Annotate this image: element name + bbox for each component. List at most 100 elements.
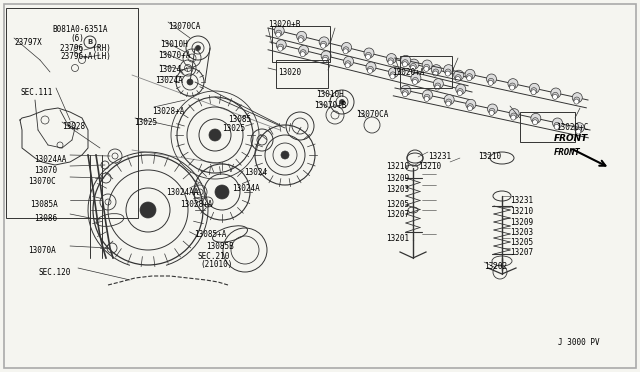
Circle shape bbox=[508, 78, 518, 89]
Circle shape bbox=[321, 41, 326, 47]
Text: 13202: 13202 bbox=[484, 262, 507, 271]
Circle shape bbox=[339, 99, 344, 105]
Circle shape bbox=[410, 64, 416, 70]
Circle shape bbox=[433, 71, 438, 76]
Circle shape bbox=[435, 83, 441, 89]
Circle shape bbox=[552, 118, 563, 128]
Text: 13010H: 13010H bbox=[316, 90, 344, 99]
Circle shape bbox=[344, 57, 353, 67]
Circle shape bbox=[467, 76, 472, 81]
Circle shape bbox=[422, 60, 432, 70]
Circle shape bbox=[345, 63, 350, 68]
Circle shape bbox=[466, 99, 476, 109]
Text: 13024AA: 13024AA bbox=[166, 188, 198, 197]
Circle shape bbox=[424, 94, 430, 100]
Circle shape bbox=[529, 83, 540, 93]
Circle shape bbox=[433, 78, 444, 89]
Bar bbox=[400, 56, 452, 88]
Circle shape bbox=[276, 40, 286, 50]
Text: 13231: 13231 bbox=[510, 196, 533, 205]
Text: 23796  (RH): 23796 (RH) bbox=[60, 44, 111, 53]
Circle shape bbox=[531, 113, 541, 124]
Circle shape bbox=[323, 55, 328, 61]
Text: 13070CA: 13070CA bbox=[356, 110, 388, 119]
Circle shape bbox=[489, 110, 494, 115]
Text: 13070+A: 13070+A bbox=[158, 51, 190, 60]
Circle shape bbox=[576, 129, 581, 134]
Text: 13070+B: 13070+B bbox=[314, 101, 346, 110]
Circle shape bbox=[532, 118, 538, 124]
Circle shape bbox=[402, 60, 408, 66]
Text: 13024A: 13024A bbox=[232, 184, 260, 193]
Text: FRONT: FRONT bbox=[554, 148, 581, 157]
Text: 13209: 13209 bbox=[386, 174, 409, 183]
Text: 13085B: 13085B bbox=[206, 242, 234, 251]
Circle shape bbox=[411, 73, 421, 83]
Text: B: B bbox=[88, 39, 93, 45]
Bar bbox=[276, 60, 328, 88]
Circle shape bbox=[278, 44, 284, 50]
Circle shape bbox=[552, 94, 557, 99]
Text: J 3000 PV: J 3000 PV bbox=[558, 338, 600, 347]
Circle shape bbox=[366, 62, 376, 72]
Circle shape bbox=[467, 74, 472, 80]
Circle shape bbox=[531, 88, 537, 94]
Circle shape bbox=[465, 69, 475, 79]
Circle shape bbox=[209, 129, 221, 141]
Circle shape bbox=[388, 68, 399, 77]
Circle shape bbox=[412, 80, 417, 84]
Circle shape bbox=[572, 93, 582, 103]
Circle shape bbox=[343, 49, 348, 54]
Circle shape bbox=[444, 94, 454, 105]
Circle shape bbox=[431, 65, 442, 75]
Bar bbox=[272, 26, 330, 62]
Circle shape bbox=[297, 31, 307, 41]
Circle shape bbox=[454, 70, 464, 80]
Circle shape bbox=[321, 51, 331, 61]
Circle shape bbox=[390, 72, 396, 78]
Circle shape bbox=[486, 74, 497, 84]
Circle shape bbox=[458, 91, 462, 96]
Text: 13020+B: 13020+B bbox=[268, 20, 300, 29]
Circle shape bbox=[554, 124, 559, 129]
Circle shape bbox=[422, 90, 433, 100]
Circle shape bbox=[552, 92, 558, 98]
Text: 13020+A: 13020+A bbox=[392, 68, 424, 77]
Circle shape bbox=[195, 45, 200, 51]
Circle shape bbox=[574, 123, 584, 133]
Circle shape bbox=[276, 30, 282, 36]
Circle shape bbox=[444, 65, 454, 75]
Circle shape bbox=[401, 85, 411, 95]
Circle shape bbox=[424, 96, 429, 102]
Text: 23797X: 23797X bbox=[14, 38, 42, 47]
Text: 13086: 13086 bbox=[34, 214, 57, 223]
Circle shape bbox=[509, 109, 519, 119]
Text: 13205: 13205 bbox=[510, 238, 533, 247]
Circle shape bbox=[298, 38, 303, 43]
Circle shape bbox=[365, 54, 371, 60]
Text: 13024A: 13024A bbox=[155, 76, 183, 85]
Text: 13010H: 13010H bbox=[160, 40, 188, 49]
Circle shape bbox=[403, 92, 408, 97]
Text: (21010): (21010) bbox=[200, 260, 232, 269]
Circle shape bbox=[409, 59, 419, 69]
Circle shape bbox=[276, 32, 281, 37]
Circle shape bbox=[467, 106, 472, 111]
Circle shape bbox=[445, 99, 452, 105]
Text: 13207: 13207 bbox=[386, 210, 409, 219]
Text: 13201: 13201 bbox=[386, 234, 409, 243]
Circle shape bbox=[456, 84, 466, 94]
Circle shape bbox=[551, 88, 561, 98]
Bar bbox=[520, 112, 575, 142]
Circle shape bbox=[299, 45, 308, 55]
Circle shape bbox=[300, 50, 306, 56]
Text: 13025: 13025 bbox=[222, 124, 245, 133]
Text: 13020+C: 13020+C bbox=[556, 123, 588, 132]
Text: 13028+A: 13028+A bbox=[180, 200, 212, 209]
Circle shape bbox=[343, 47, 349, 53]
Circle shape bbox=[390, 74, 395, 79]
Text: 13028+A: 13028+A bbox=[152, 107, 184, 116]
Circle shape bbox=[215, 185, 229, 199]
Text: 13210: 13210 bbox=[418, 162, 441, 171]
Circle shape bbox=[274, 26, 284, 36]
